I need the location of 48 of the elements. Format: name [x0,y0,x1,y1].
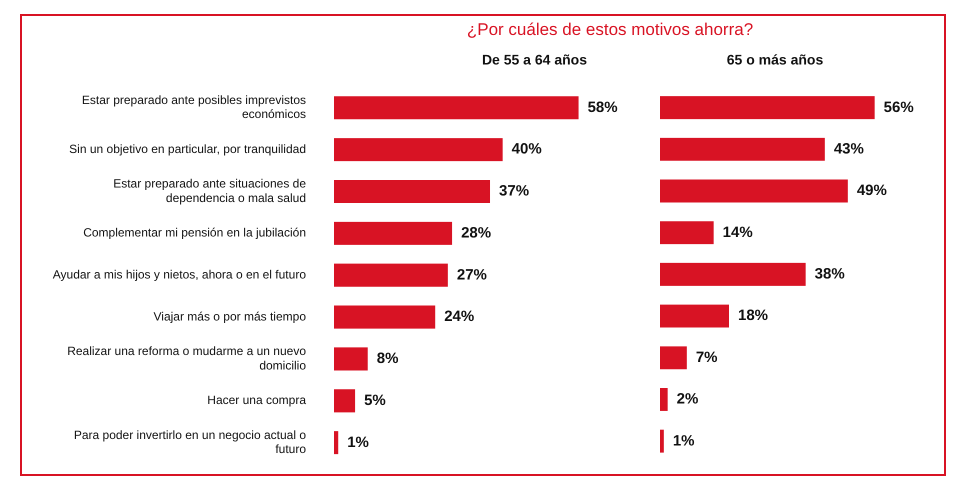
chart-title: ¿Por cuáles de estos motivos ahorra? [466,20,754,40]
y-tick-label: Estar preparado ante situaciones de dependencia o mala salud [113,176,306,205]
bar [660,221,714,244]
data-label: 37% [499,182,530,200]
bar [660,180,848,202]
data-label: 49% [856,182,887,200]
bar [660,346,687,370]
data-label: 40% [512,140,542,158]
bar [334,431,338,454]
bar [334,96,579,120]
bar [660,304,729,328]
data-label: 43% [834,140,864,158]
bar [334,138,503,162]
data-label: 8% [376,350,398,368]
y-tick-label: Viajar más o por más tiempo [153,309,306,324]
bar [334,180,490,203]
data-label: 1% [672,432,695,450]
bar [660,430,664,453]
bar [660,262,806,286]
data-label: 28% [461,224,492,242]
y-tick-label: Para poder invertirlo en un negocio actual o futuro [74,428,306,456]
data-label: 18% [738,307,768,324]
bar [334,222,452,245]
bar [660,96,875,120]
bar [334,306,436,329]
bar [660,138,825,161]
data-label: 7% [696,348,718,366]
data-label: 1% [347,434,369,451]
bar [334,389,356,412]
y-tick-label: Realizar una reforma o mudarme a un nuevo domicilio [67,344,306,372]
bar [334,264,448,287]
data-label: 56% [884,98,914,116]
chart-subtitle: 65 o más años [726,51,824,68]
y-tick-label: Hacer una compra [207,393,306,408]
data-label: 2% [676,390,698,408]
chart-subtitle: De 55 a 64 años [482,51,588,68]
bar [660,388,668,411]
data-label: 38% [814,266,845,283]
data-label: 27% [456,266,487,284]
data-label: 14% [722,224,753,241]
data-label: 5% [364,392,386,409]
data-label: 24% [444,308,474,326]
bar [334,347,368,370]
data-label: 58% [588,98,618,116]
y-tick-label: Ayudar a mis hijos y nietos, ahora o en el futuro [52,268,306,282]
y-tick-label: Sin un objetivo en particular, por tranquilidad [69,142,306,156]
y-tick-label: Estar preparado ante posibles imprevistos económicos [82,92,306,122]
y-tick-label: Complementar mi pensión en la jubilación [83,226,306,240]
